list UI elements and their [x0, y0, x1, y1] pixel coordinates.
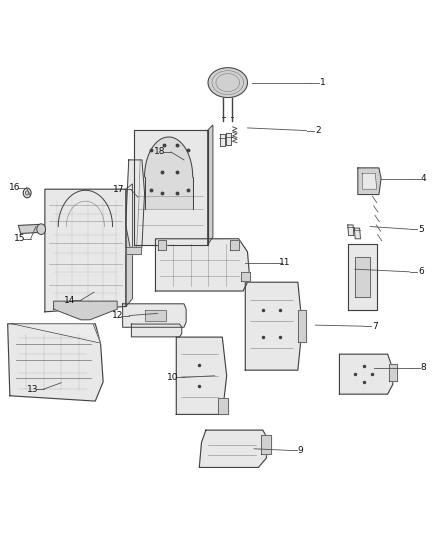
Polygon shape: [348, 225, 354, 236]
Text: 15: 15: [14, 235, 25, 243]
Polygon shape: [208, 68, 247, 98]
Polygon shape: [354, 228, 360, 239]
Text: 18: 18: [154, 148, 165, 156]
Text: 7: 7: [372, 322, 378, 330]
Polygon shape: [208, 125, 213, 245]
Polygon shape: [131, 324, 182, 337]
Text: 5: 5: [418, 225, 424, 233]
Polygon shape: [199, 430, 268, 467]
Text: 6: 6: [418, 268, 424, 276]
Polygon shape: [145, 310, 166, 321]
Text: 2: 2: [315, 126, 321, 135]
Text: 10: 10: [167, 373, 178, 382]
Polygon shape: [155, 239, 250, 291]
Polygon shape: [126, 160, 145, 247]
Polygon shape: [12, 324, 100, 343]
Text: 14: 14: [64, 296, 75, 304]
Polygon shape: [230, 240, 239, 250]
Polygon shape: [226, 133, 231, 145]
Circle shape: [25, 191, 29, 195]
Text: 13: 13: [27, 385, 38, 393]
Text: 4: 4: [420, 174, 426, 183]
Polygon shape: [339, 354, 393, 394]
Polygon shape: [348, 244, 377, 310]
Polygon shape: [18, 224, 42, 233]
Polygon shape: [241, 271, 250, 281]
Text: 16: 16: [9, 183, 21, 192]
Text: 8: 8: [420, 364, 426, 372]
Polygon shape: [355, 257, 370, 297]
Polygon shape: [145, 137, 193, 209]
Circle shape: [37, 224, 46, 235]
Polygon shape: [220, 134, 225, 146]
Polygon shape: [134, 130, 208, 245]
Polygon shape: [298, 310, 306, 342]
Polygon shape: [126, 184, 132, 306]
Polygon shape: [158, 240, 166, 250]
Text: 1: 1: [319, 78, 325, 87]
Text: 17: 17: [113, 185, 125, 193]
Polygon shape: [45, 189, 126, 312]
Polygon shape: [176, 337, 227, 415]
Polygon shape: [389, 364, 397, 381]
Polygon shape: [54, 301, 117, 320]
Polygon shape: [261, 435, 271, 454]
Polygon shape: [218, 399, 228, 415]
Text: 11: 11: [279, 259, 291, 267]
Polygon shape: [123, 304, 186, 327]
Polygon shape: [7, 324, 103, 401]
Polygon shape: [358, 168, 381, 195]
Polygon shape: [245, 282, 302, 370]
Polygon shape: [126, 247, 141, 254]
Text: 12: 12: [112, 311, 124, 320]
Circle shape: [23, 188, 31, 198]
Polygon shape: [362, 173, 377, 189]
Text: 9: 9: [297, 446, 304, 455]
